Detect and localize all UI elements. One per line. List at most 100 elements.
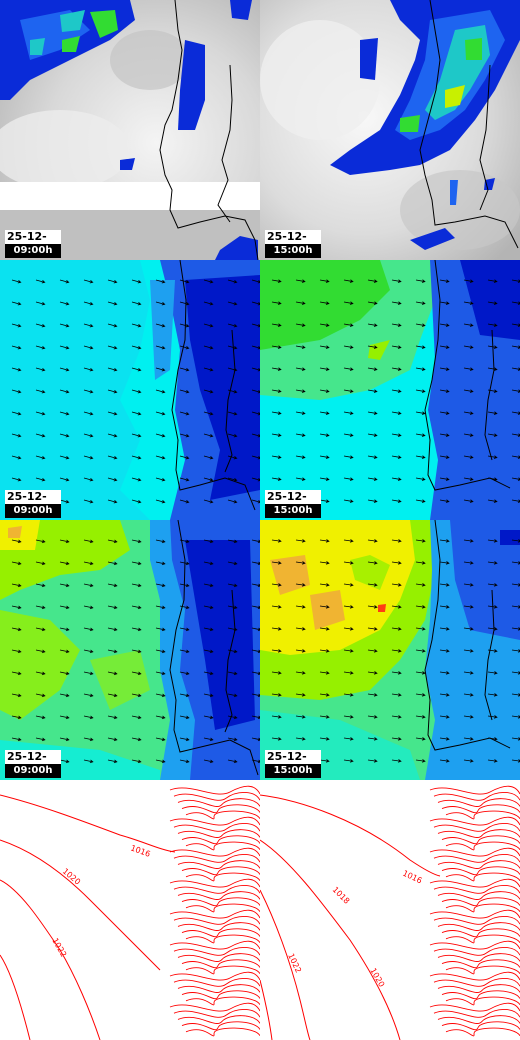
wind-arrow xyxy=(107,561,118,566)
wind-arrow xyxy=(251,323,260,328)
wind-arrow xyxy=(131,583,142,588)
wind-arrow xyxy=(11,649,22,654)
wind-arrow xyxy=(367,759,378,763)
wind-arrow xyxy=(59,367,70,372)
wind-arrow xyxy=(319,561,330,565)
isobar-line xyxy=(445,965,520,975)
wind-arrow xyxy=(319,301,330,305)
wind-arrow xyxy=(203,477,214,482)
time-label: 15:00h xyxy=(265,764,321,778)
isobar-line xyxy=(177,891,260,900)
wind-arrow xyxy=(391,455,402,459)
wind-arrow xyxy=(179,583,190,588)
wind-arrow xyxy=(511,715,520,719)
isobar-line xyxy=(177,860,260,869)
wind-arrow xyxy=(59,627,70,632)
isobar-line xyxy=(433,854,520,863)
wind-arrow xyxy=(271,411,282,415)
wind-arrow xyxy=(343,605,354,609)
wind-arrow xyxy=(439,411,450,415)
wind-arrow xyxy=(11,367,22,372)
wind-arrow xyxy=(463,279,474,283)
wind-arrow xyxy=(319,345,330,349)
wind-arrow xyxy=(271,737,282,741)
wind-arrow xyxy=(439,737,450,741)
wind-arrow xyxy=(391,301,402,305)
isobar-line xyxy=(181,1021,260,1030)
isobar-line xyxy=(445,810,520,820)
wind-arrow xyxy=(295,605,306,609)
wind-arrow xyxy=(343,301,354,305)
wind-arrow xyxy=(487,759,498,763)
wind-arrow xyxy=(11,627,22,632)
wind-arrow xyxy=(35,561,46,566)
isobar-line xyxy=(169,1002,260,1012)
wind-arrow xyxy=(511,345,520,349)
wind-arrow xyxy=(439,671,450,675)
wind-arrow xyxy=(487,539,498,543)
wind-arrow xyxy=(511,605,520,609)
isobar-line xyxy=(173,854,260,863)
wind-arrow xyxy=(439,301,450,305)
wind-arrow xyxy=(415,561,426,565)
isobar-line xyxy=(181,928,260,937)
wind-arrow xyxy=(155,301,166,306)
wind-arrow xyxy=(295,693,306,697)
isobar-line xyxy=(445,1027,520,1037)
wind-arrow xyxy=(439,715,450,719)
wind-arrow xyxy=(35,671,46,676)
wind-arrow xyxy=(203,367,214,372)
wind-arrow xyxy=(131,759,142,764)
wind-arrow xyxy=(11,539,22,544)
wind-arrow xyxy=(367,671,378,675)
wind-arrow xyxy=(83,323,94,328)
wind-arrow xyxy=(367,583,378,587)
wind-arrow xyxy=(131,605,142,610)
wind-arrow xyxy=(295,301,306,305)
wind-arrow xyxy=(227,671,238,676)
wind-arrow xyxy=(251,649,260,654)
wind-arrow xyxy=(367,539,378,543)
wind-arrow xyxy=(203,561,214,566)
wind-arrow xyxy=(367,627,378,631)
wind-arrow xyxy=(155,499,166,504)
wind-arrow xyxy=(343,411,354,415)
wind-arrow xyxy=(203,323,214,328)
wind-arrow xyxy=(271,367,282,371)
wind-arrow xyxy=(11,671,22,676)
wind-arrow xyxy=(487,583,498,587)
wind-arrow xyxy=(59,759,70,764)
wind-arrow xyxy=(511,455,520,459)
wind-arrow xyxy=(439,389,450,393)
wind-arrow xyxy=(203,649,214,654)
date-label: 25-12-02 xyxy=(5,230,61,257)
wind-arrow xyxy=(227,539,238,544)
wind-arrow xyxy=(179,715,190,720)
wind-arrow xyxy=(59,737,70,742)
wind-arrow xyxy=(391,499,402,503)
wind-arrow xyxy=(179,759,190,764)
wind-arrow xyxy=(251,759,260,764)
isobar-line xyxy=(441,1021,520,1030)
isobar-line xyxy=(185,810,260,820)
wind-arrow xyxy=(391,477,402,481)
wind-arrow xyxy=(83,561,94,566)
wind-arrow xyxy=(391,279,402,283)
wind-arrow xyxy=(179,301,190,306)
isobar-line xyxy=(437,829,520,838)
wind-arrow xyxy=(511,433,520,437)
isobar-line xyxy=(433,978,520,987)
wind-arrow xyxy=(227,301,238,306)
isobar-line xyxy=(437,984,520,993)
wind-arrow xyxy=(179,649,190,654)
wind-arrow xyxy=(155,345,166,350)
wind-arrow xyxy=(227,693,238,698)
wind-arrow xyxy=(319,539,330,543)
wind-arrow xyxy=(203,279,214,284)
wind-arrow xyxy=(367,389,378,393)
wind-arrow xyxy=(107,605,118,610)
wind-arrow xyxy=(271,693,282,697)
wind-arrow xyxy=(439,367,450,371)
wind-arrow xyxy=(391,715,402,719)
wind-arrow xyxy=(391,411,402,415)
